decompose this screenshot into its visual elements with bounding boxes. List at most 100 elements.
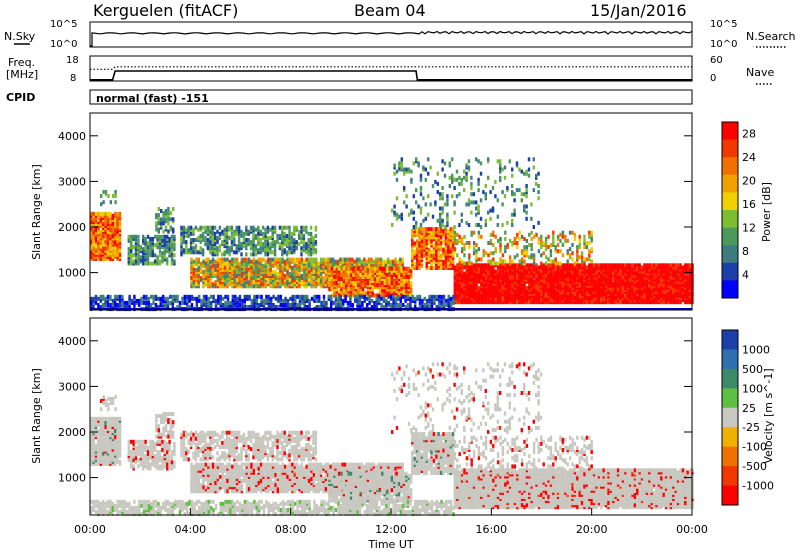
- echo-cell: [518, 281, 521, 286]
- echo-cell: [494, 249, 497, 254]
- echo-cell: [357, 287, 360, 292]
- echo-cell: [166, 303, 170, 307]
- echo-cell: [468, 298, 471, 303]
- echo-cell: [453, 277, 457, 282]
- echo-cell: [278, 233, 282, 238]
- echo-cell: [221, 276, 224, 281]
- echo-cell: [252, 284, 256, 289]
- echo-cell: [465, 273, 469, 278]
- echo-cell: [293, 238, 296, 242]
- echo-cell: [650, 263, 653, 268]
- echo-cell: [518, 269, 521, 274]
- echo-cell: [273, 244, 277, 249]
- echo-cell: [573, 292, 577, 296]
- echo-cell: [214, 298, 218, 303]
- echo-cell: [592, 298, 596, 303]
- echo-cell: [130, 236, 133, 241]
- echo-cell: [470, 265, 473, 270]
- echo-cell: [432, 253, 436, 258]
- echo-cell: [92, 246, 95, 251]
- echo-cell: [378, 283, 382, 288]
- echo-cell: [209, 225, 212, 230]
- echo-cell: [480, 298, 483, 303]
- echo-cell: [468, 261, 471, 266]
- echo-cell: [496, 281, 500, 286]
- echo-cell: [573, 283, 577, 288]
- echo-cell: [233, 238, 236, 242]
- echo-cell: [271, 263, 275, 268]
- echo-cell: [231, 267, 234, 272]
- echo-cell: [116, 211, 119, 216]
- echo-cell: [92, 254, 95, 259]
- echo-cell: [343, 259, 347, 264]
- echo-cell: [138, 298, 141, 303]
- echo-cell: [513, 285, 517, 290]
- echo-cell: [221, 272, 224, 276]
- echo-cell: [90, 224, 93, 229]
- echo-cell: [624, 294, 627, 299]
- echo-cell: [449, 235, 452, 240]
- echo-cell: [420, 239, 424, 244]
- echo-cell: [636, 273, 639, 278]
- echo-cell: [297, 242, 301, 247]
- echo-cell: [92, 220, 95, 224]
- echo-cell: [660, 294, 663, 299]
- echo-cell: [375, 263, 378, 268]
- echo-cell: [214, 263, 217, 268]
- echo-cell: [590, 236, 593, 241]
- echo-cell: [442, 229, 445, 234]
- echo-cell: [547, 273, 550, 278]
- echo-cell: [189, 231, 193, 236]
- echo-cell: [655, 265, 658, 270]
- echo-cell: [305, 263, 308, 268]
- echo-cell: [628, 285, 632, 290]
- echo-cell: [542, 296, 545, 301]
- echo-cell: [621, 265, 625, 270]
- echo-cell: [252, 263, 256, 268]
- echo-cell: [628, 273, 632, 278]
- echo-cell: [369, 281, 372, 286]
- echo-cell: [291, 265, 294, 270]
- echo-cell: [359, 268, 362, 273]
- echo-cell: [580, 277, 584, 282]
- echo-cell: [252, 267, 256, 272]
- echo-cell: [156, 257, 159, 262]
- echo-cell: [276, 259, 280, 264]
- echo-cell: [305, 259, 308, 264]
- echo-cell: [128, 305, 131, 309]
- echo-cell: [492, 257, 495, 262]
- echo-cell: [303, 259, 306, 264]
- echo-cell: [216, 229, 219, 234]
- echo-cell: [578, 283, 581, 288]
- echo-cell: [590, 230, 593, 235]
- echo-cell: [333, 285, 336, 290]
- echo-cell: [309, 240, 313, 245]
- echo-cell: [276, 257, 280, 262]
- echo-cell: [451, 235, 455, 240]
- echo-cell: [645, 281, 649, 286]
- echo-cell: [504, 263, 507, 268]
- echo-cell: [290, 235, 294, 240]
- echo-cell: [638, 290, 641, 294]
- echo-cell: [383, 266, 386, 271]
- echo-cell: [435, 239, 438, 244]
- echo-cell: [276, 284, 280, 289]
- echo-cell: [590, 265, 593, 270]
- echo-cell: [259, 259, 263, 264]
- echo-cell: [109, 215, 112, 220]
- echo-cell: [377, 257, 380, 262]
- echo-cell: [156, 234, 159, 239]
- echo-cell: [530, 265, 533, 270]
- echo-cell: [213, 244, 217, 249]
- echo-cell: [501, 273, 505, 278]
- echo-cell: [585, 281, 589, 286]
- echo-cell: [540, 285, 543, 290]
- echo-cell: [158, 245, 162, 250]
- echo-cell: [111, 234, 114, 239]
- echo-cell: [528, 281, 531, 286]
- echo-cell: [315, 284, 318, 289]
- echo-cell: [199, 265, 203, 270]
- echo-cell: [561, 273, 565, 278]
- echo-cell: [556, 249, 560, 254]
- echo-cell: [223, 276, 227, 281]
